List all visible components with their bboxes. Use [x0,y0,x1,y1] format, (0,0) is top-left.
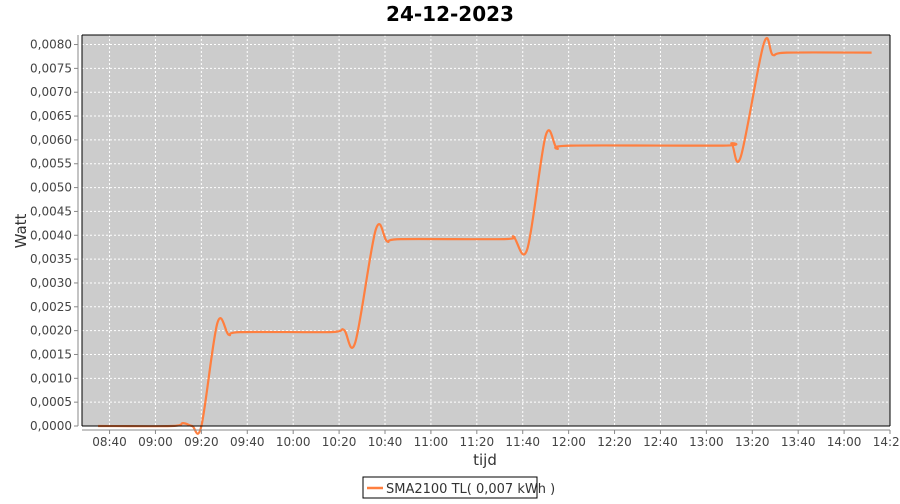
series-line [98,36,872,435]
y-tick-label: 0,0060 [30,133,72,147]
y-tick-label: 0,0045 [30,204,72,218]
y-tick-label: 0,0030 [30,276,72,290]
grid-lines [82,35,890,426]
x-tick-label: 14:20 [873,435,900,449]
y-tick-label: 0,0050 [30,181,72,195]
x-tick-label: 10:00 [276,435,311,449]
y-tick-label: 0,0015 [30,347,72,361]
x-tick-label: 12:40 [643,435,678,449]
x-tick-label: 13:20 [735,435,770,449]
plot-area [82,35,890,426]
x-tick-label: 11:40 [505,435,540,449]
y-tick-label: 0,0035 [30,252,72,266]
y-axis-label: Watt [12,213,30,248]
y-tick-label: 0,0075 [30,61,72,75]
y-tick-label: 0,0055 [30,157,72,171]
x-tick-label: 10:40 [368,435,403,449]
x-tick-label: 11:20 [460,435,495,449]
chart-title: 24-12-2023 [386,2,514,26]
legend-label: SMA2100 TL( 0,007 kWh ) [386,482,555,497]
y-tick-label: 0,0005 [30,395,72,409]
x-tick-label: 12:20 [597,435,632,449]
legend: SMA2100 TL( 0,007 kWh ) [362,476,555,499]
x-axis-ticks: 08:40 09:00 09:20 09:40 10:00 10:20 10:40 11:00… [92,430,900,449]
series-group [98,36,872,435]
legend-box [362,476,538,499]
x-tick-label: 11:00 [414,435,449,449]
y-tick-label: 0,0065 [30,109,72,123]
x-tick-label: 09:40 [230,435,265,449]
y-tick-label: 0,0010 [30,371,72,385]
x-tick-label: 14:00 [827,435,862,449]
x-tick-label: 12:00 [551,435,586,449]
y-tick-label: 0,0040 [30,228,72,242]
x-tick-label: 10:20 [322,435,357,449]
y-tick-label: 0,0025 [30,300,72,314]
y-tick-label: 0,0020 [30,324,72,338]
x-tick-label: 13:00 [689,435,724,449]
x-tick-label: 08:40 [92,435,127,449]
x-axis-label: tijd [473,451,497,469]
y-tick-label: 0,0080 [30,38,72,52]
x-tick-label: 09:20 [184,435,219,449]
x-tick-label: 13:40 [781,435,816,449]
y-tick-label: 0,0070 [30,85,72,99]
x-tick-label: 09:00 [138,435,173,449]
y-axis-ticks: 0,0000 0,0005 0,0010 0,0015 0,0020 0,0025 0,00… [30,38,78,433]
y-tick-label: 0,0000 [30,419,72,433]
